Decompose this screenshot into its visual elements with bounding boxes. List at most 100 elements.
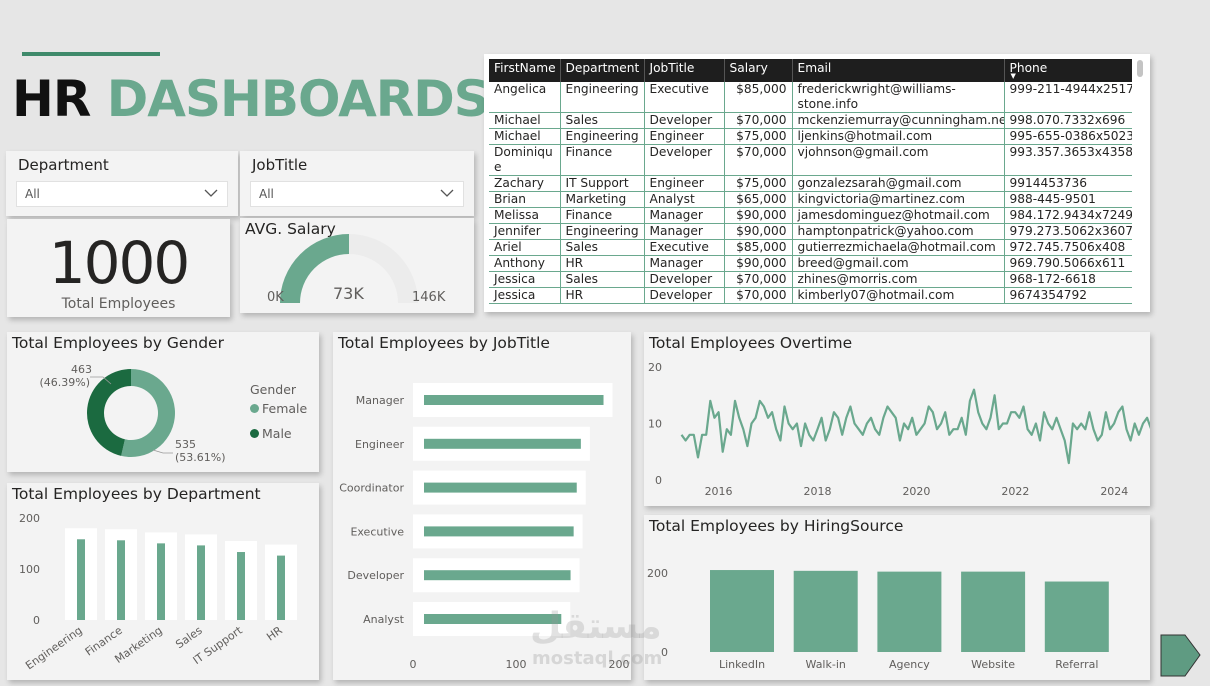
table-cell-phone: 979.273.5062x36071 [1004, 223, 1132, 240]
y-category-label: Engineer [355, 438, 404, 451]
jobtitle-bar-chart: Manager Engineer Coordinator Executive Devel… [339, 383, 630, 671]
table-cell-jobtitle: Analyst [644, 191, 725, 208]
x-tick-label: 2016 [705, 485, 733, 498]
dept-bar [157, 543, 165, 620]
dept-bar [237, 552, 245, 620]
table-cell-salary: $65,000 [724, 191, 793, 208]
column-header-firstname[interactable]: FirstName [489, 59, 561, 82]
table-cell-salary: $90,000 [724, 255, 793, 272]
table-cell-firstname: Dominique [489, 144, 561, 176]
table-cell-jobtitle: Engineer [644, 175, 725, 192]
y-category-label: Manager [356, 394, 405, 407]
table-cell-email: gonzalezsarah@gmail.com [792, 175, 1005, 192]
gauge-fill [280, 234, 350, 304]
x-tick-label: Engineering [23, 624, 85, 673]
table-cell-department: IT Support [560, 175, 645, 192]
table-cell-phone: 9674354792 [1004, 287, 1132, 304]
table-row[interactable]: Melissa Finance Manager $90,000 jamesdomingu… [489, 207, 1132, 224]
female-data-label: 535 (53.61%) [175, 438, 226, 464]
male-leader-line [90, 376, 112, 385]
table-cell-salary: $70,000 [724, 271, 793, 288]
table-cell-jobtitle: Executive [644, 82, 725, 113]
legend-item-female[interactable]: Female [250, 401, 307, 416]
column-header-salary[interactable]: Salary [724, 59, 793, 82]
total-employees-label: Total Employees [61, 296, 176, 312]
overtime-series-line [680, 388, 1150, 465]
table-cell-email: hamptonpatrick@yahoo.com [792, 223, 1005, 240]
table-row[interactable]: Michael Sales Developer $70,000 mckenziemurr… [489, 112, 1132, 129]
table-scrollbar[interactable] [1136, 58, 1144, 310]
table-cell-jobtitle: Developer [644, 112, 725, 129]
table-cell-firstname: Jessica [489, 287, 561, 304]
legend-dot-male [250, 429, 259, 438]
table-row[interactable]: Jessica Sales Developer $70,000 zhines@morri… [489, 271, 1132, 288]
x-tick-label: 200 [609, 658, 630, 671]
page-title: HR DASHBOARDS [12, 70, 490, 128]
y-tick-label: 20 [648, 361, 662, 374]
table-cell-department: Engineering [560, 223, 645, 240]
sort-desc-icon: ▼ [1010, 72, 1016, 80]
table-row[interactable]: Anthony HR Manager $90,000 breed@gmail.com 96… [489, 255, 1132, 272]
table-cell-firstname: Brian [489, 191, 561, 208]
table-cell-email: jamesdominguez@hotmail.com [792, 207, 1005, 224]
jobtitle-chart-title: Total Employees by JobTitle [338, 334, 550, 352]
table-cell-salary: $85,000 [724, 82, 793, 113]
table-cell-firstname: Zachary [489, 175, 561, 192]
table-row[interactable]: Jennifer Engineering Manager $90,000 hampton… [489, 223, 1132, 240]
gender-legend-title: Gender [250, 382, 297, 397]
table-cell-firstname: Ariel [489, 239, 561, 256]
table-cell-salary: $70,000 [724, 144, 793, 176]
dept-bar [197, 545, 205, 620]
table-cell-phone: 984.172.9434x7249 [1004, 207, 1132, 224]
jobtitle-dropdown[interactable]: All [250, 181, 464, 207]
title-accent-bar [22, 52, 160, 56]
table-cell-phone: 968-172-6618 [1004, 271, 1132, 288]
table-row[interactable]: Dominique Finance Developer $70,000 vjohnson… [489, 144, 1132, 176]
dept-bar [117, 540, 125, 620]
donut-slice-male [86, 369, 131, 456]
table-cell-department: Sales [560, 239, 645, 256]
jobtitle-slicer: JobTitle All [240, 151, 474, 216]
x-tick-label: Agency [889, 658, 930, 671]
table-cell-phone: 988-445-9501 [1004, 191, 1132, 208]
y-category-label: Analyst [363, 613, 405, 626]
scrollbar-thumb[interactable] [1137, 60, 1143, 77]
table-row[interactable]: Brian Marketing Analyst $65,000 kingvictoria… [489, 191, 1132, 208]
y-tick-label: 200 [647, 567, 668, 580]
x-tick-label: 2020 [902, 485, 930, 498]
table-body: Angelica Engineering Executive $85,000 frede… [489, 82, 1132, 304]
table-header-row: FirstName Department JobTitle Salary Email Ph… [489, 59, 1132, 82]
table-row[interactable]: Jessica HR Developer $70,000 kimberly07@hotm… [489, 287, 1132, 304]
table-cell-jobtitle: Manager [644, 223, 725, 240]
overtime-chart-card: Total Employees Overtime 0 10 20 2016 2018 20… [644, 332, 1150, 506]
table-cell-salary: $75,000 [724, 175, 793, 192]
table-row[interactable]: Zachary IT Support Engineer $75,000 gonzalez… [489, 175, 1132, 192]
table-cell-salary: $85,000 [724, 239, 793, 256]
department-dropdown[interactable]: All [16, 181, 228, 207]
next-page-arrow-icon[interactable] [1160, 634, 1202, 678]
table-cell-salary: $75,000 [724, 128, 793, 145]
table-cell-email: breed@gmail.com [792, 255, 1005, 272]
column-header-phone[interactable]: Phone ▼ [1004, 59, 1132, 82]
hiring-bar-agency [877, 571, 942, 652]
table-row[interactable]: Michael Engineering Engineer $75,000 ljenkin… [489, 128, 1132, 145]
table-cell-firstname: Michael [489, 128, 561, 145]
column-header-jobtitle[interactable]: JobTitle [644, 59, 725, 82]
chevron-down-icon [440, 189, 454, 197]
table-row[interactable]: Angelica Engineering Executive $85,000 frede… [489, 82, 1132, 113]
gauge-value-label: 73K [333, 284, 364, 303]
jobtitle-slicer-label: JobTitle [252, 156, 308, 174]
total-employees-card: 1000 Total Employees [7, 219, 230, 317]
x-tick-label: 0 [410, 658, 417, 671]
total-employees-value: 1000 [48, 229, 191, 297]
column-header-email[interactable]: Email [792, 59, 1005, 82]
dept-bar [277, 555, 285, 620]
table-cell-department: Finance [560, 144, 645, 176]
table-row[interactable]: Ariel Sales Executive $85,000 gutierrezmicha… [489, 239, 1132, 256]
column-header-department[interactable]: Department [560, 59, 645, 82]
legend-item-male[interactable]: Male [250, 426, 292, 441]
hiringsource-bar-chart: 0 200 LinkedIn Walk-in Agency Website Referral [647, 567, 1109, 671]
gender-chart-card: Total Employees by Gender 463 (46.39%) 53… [7, 332, 319, 472]
dept-bar [77, 539, 85, 620]
